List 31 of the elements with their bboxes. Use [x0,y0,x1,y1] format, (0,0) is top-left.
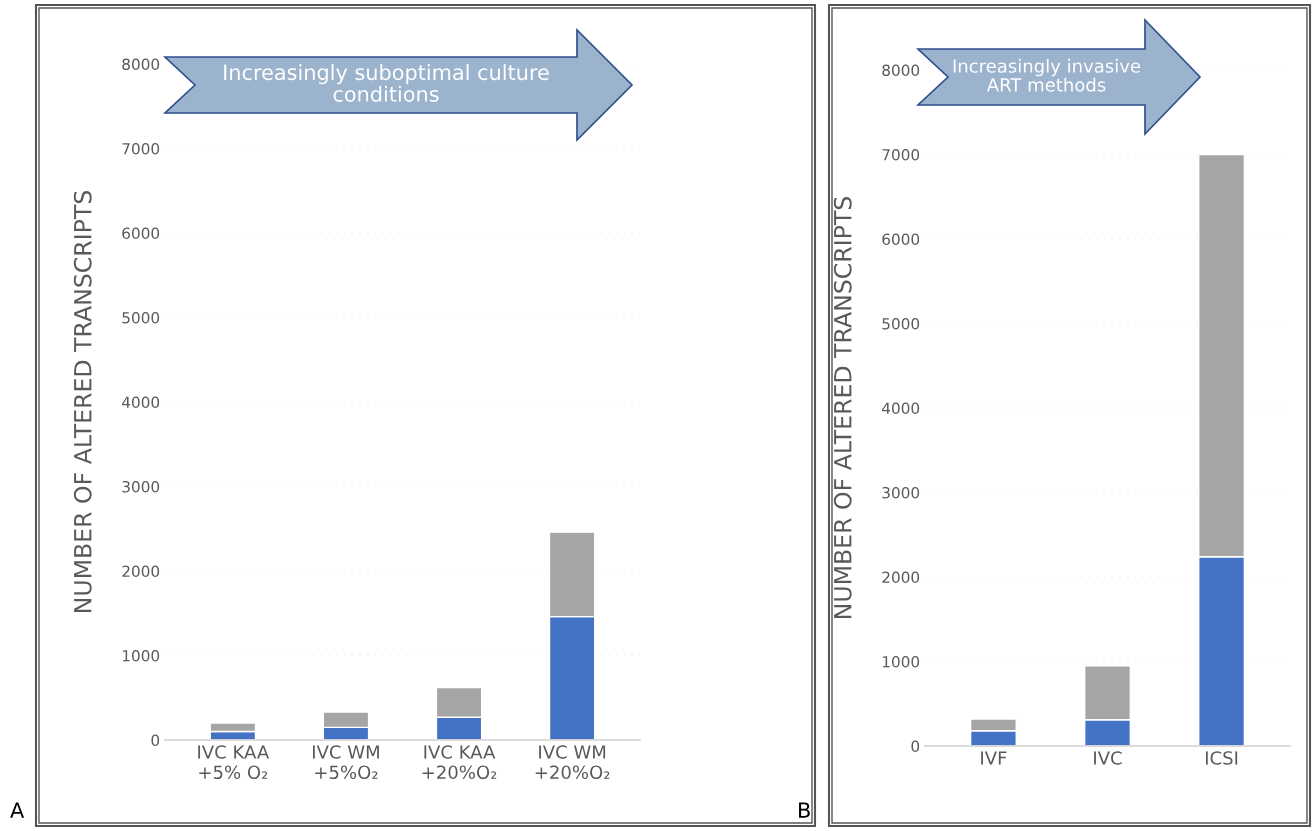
y-tick-label: 2000 [882,571,920,584]
y-tick-label: 6000 [122,227,160,240]
x-tick-label: IVC KAA +5% O₂ [198,745,270,780]
text: B [799,802,810,818]
y-tick-label: 8000 [122,58,160,71]
y-tick-label: 0 [151,734,160,747]
y-axis-title: NUMBER OF ALTERED TRANSCRIPTS [833,197,852,618]
y-tick-label: 1000 [882,655,920,668]
y-tick-label: 3000 [122,480,160,493]
y-tick-label: 1000 [122,649,160,662]
annotation: Increasingly suboptimal culture conditions [224,64,549,102]
y-tick-label: 8000 [882,64,920,77]
text: A [10,802,25,818]
x-tick-label: IVC WM +5%O₂ [313,745,379,780]
y-tick-label: 5000 [122,311,160,324]
annotation: Increasingly invasive ART methods [953,58,1141,92]
y-tick-label: 4000 [122,396,160,409]
y-tick-label: 0 [911,740,920,753]
x-tick-label: IVC KAA +20%O₂ [422,745,497,780]
x-tick-label: IVC WM +20%O₂ [535,745,610,780]
y-tick-label: 2000 [122,565,160,578]
y-tick-label: 6000 [882,233,920,246]
y-tick-label: 5000 [882,317,920,330]
x-tick-label: ICSI [1205,751,1238,765]
x-tick-label: IVC [1094,751,1122,765]
y-tick-label: 7000 [882,148,920,161]
x-tick-label: IVF [981,751,1007,765]
y-tick-label: 3000 [882,486,920,499]
y-tick-label: 4000 [882,402,920,415]
y-tick-label: 7000 [122,142,160,155]
y-axis-title: NUMBER OF ALTERED TRANSCRIPTS [73,191,92,612]
